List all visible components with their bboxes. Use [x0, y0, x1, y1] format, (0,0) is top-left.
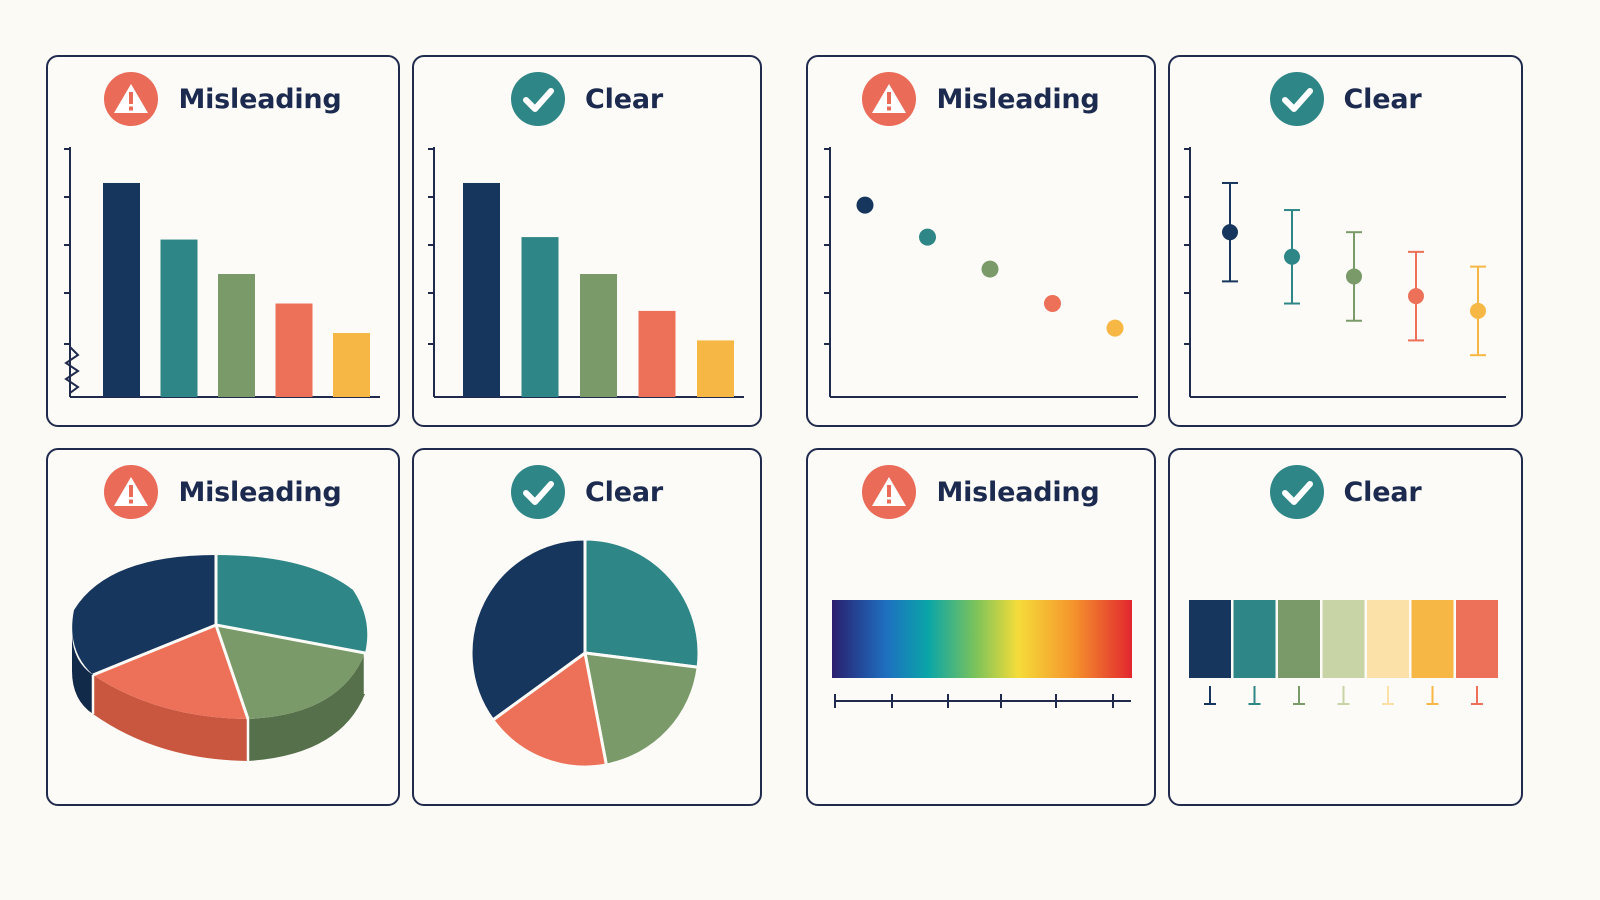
panel-pie-flat: Clear	[412, 448, 762, 806]
pie-3d-side-green	[248, 653, 365, 761]
panel-bar-zero: Clear	[412, 55, 762, 427]
categorical-colorbar	[1189, 600, 1498, 705]
misleading-label: Misleading	[178, 476, 342, 508]
warning-icon	[104, 465, 159, 519]
bar	[103, 182, 140, 397]
data-point	[919, 228, 936, 246]
bar-chart-zero-baseline	[428, 147, 744, 398]
data-point	[856, 196, 874, 214]
panel-header: Clear	[414, 72, 760, 126]
bar	[218, 274, 255, 397]
panel-header: Clear	[414, 465, 760, 519]
data-point	[1470, 302, 1486, 319]
panel-rainbow-colormap: Misleading	[806, 448, 1156, 806]
pie-3d-separator	[92, 555, 366, 720]
panel-categorical-colormap: Clear	[1168, 448, 1523, 806]
data-point	[1106, 319, 1124, 337]
pie-slice	[583, 537, 701, 669]
panel-pie-3d: Misleading	[46, 448, 400, 806]
check-icon	[1269, 465, 1324, 519]
bar	[463, 182, 500, 397]
dot-plot-with-error-bars	[1184, 147, 1506, 398]
clear-label: Clear	[1343, 476, 1422, 508]
pie-slice	[469, 537, 587, 722]
pie-slice	[216, 625, 365, 719]
bar-chart-truncated	[64, 147, 380, 398]
misleading-label: Misleading	[936, 476, 1100, 508]
data-point	[1408, 288, 1424, 305]
clear-label: Clear	[585, 83, 663, 115]
warning-icon	[104, 72, 159, 126]
bar	[521, 237, 559, 397]
pie-3d-side-left	[72, 632, 93, 714]
warning-icon	[862, 72, 917, 126]
check-icon	[1269, 72, 1324, 126]
pie-3d-separator	[91, 653, 367, 761]
panel-header: Misleading	[48, 72, 398, 126]
misleading-label: Misleading	[936, 83, 1100, 115]
clear-label: Clear	[585, 476, 663, 508]
pie-slice	[491, 651, 608, 769]
data-point	[1346, 268, 1362, 285]
dot-plot-no-error-bars	[824, 147, 1138, 398]
pie-chart-flat	[469, 537, 701, 769]
color-swatch	[1189, 600, 1231, 678]
bar	[275, 303, 313, 397]
check-icon	[511, 72, 566, 126]
pie-slice	[583, 651, 700, 767]
data-point	[981, 260, 999, 278]
color-swatch	[1322, 600, 1365, 678]
bar	[333, 333, 370, 397]
rainbow-gradient-bar	[832, 600, 1132, 678]
data-point	[1044, 295, 1061, 313]
panel-header: Clear	[1170, 465, 1521, 519]
bar	[160, 239, 198, 397]
pie-chart-3d	[72, 555, 368, 761]
warning-icon	[862, 465, 917, 519]
bar	[638, 310, 676, 397]
data-point	[1222, 224, 1238, 241]
color-swatch	[1278, 600, 1320, 678]
clear-label: Clear	[1343, 83, 1422, 115]
color-swatch	[1456, 600, 1498, 678]
check-icon	[511, 465, 566, 519]
pie-3d-side-red	[93, 675, 248, 761]
pie-slice	[216, 555, 368, 653]
pie-slice	[72, 555, 216, 675]
panel-header: Misleading	[48, 465, 398, 519]
color-swatch	[1411, 600, 1454, 678]
pie-slice	[93, 625, 248, 719]
panel-bar-truncated: Misleading	[46, 55, 400, 427]
panel-dots-error: Clear	[1168, 55, 1523, 427]
bar	[580, 274, 617, 397]
colorbar-axis	[834, 694, 1131, 708]
color-swatch	[1233, 600, 1276, 678]
data-point	[1284, 248, 1300, 265]
panel-header: Misleading	[808, 465, 1154, 519]
rainbow-colorbar	[832, 600, 1132, 708]
panel-header: Misleading	[808, 72, 1154, 126]
panel-dots-no-error: Misleading	[806, 55, 1156, 427]
panel-header: Clear	[1170, 72, 1521, 126]
misleading-label: Misleading	[178, 83, 342, 115]
color-swatch	[1367, 600, 1409, 678]
bar	[697, 340, 734, 397]
axis-break-icon	[64, 346, 80, 394]
